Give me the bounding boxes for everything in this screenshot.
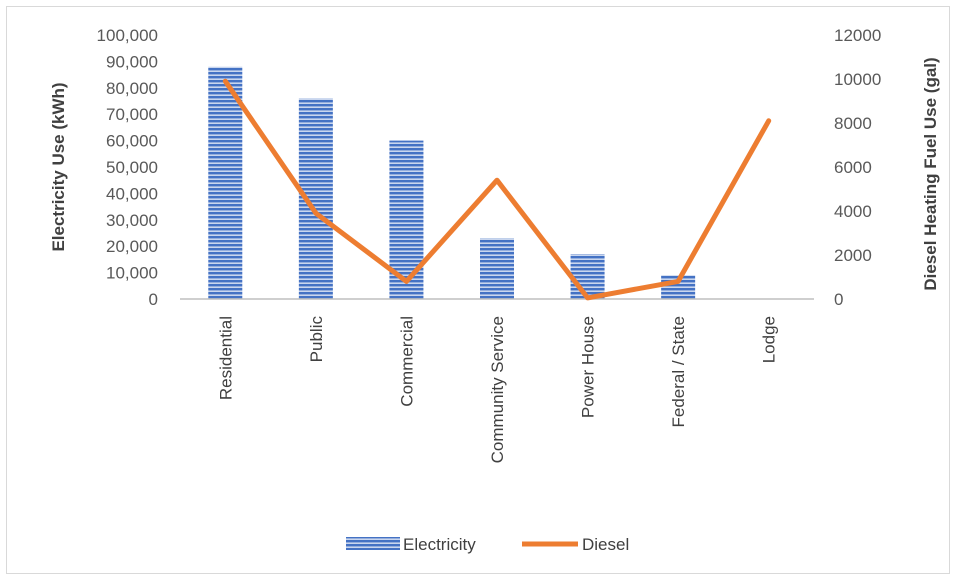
category-label: Federal / State bbox=[669, 316, 688, 428]
left-tick-label: 20,000 bbox=[106, 237, 158, 256]
left-tick-label: 50,000 bbox=[106, 158, 158, 177]
right-tick-label: 4000 bbox=[834, 202, 872, 221]
right-tick-label: 10000 bbox=[834, 70, 881, 89]
legend: Electricity Diesel bbox=[346, 535, 629, 554]
right-tick-label: 2000 bbox=[834, 246, 872, 265]
category-label: Power House bbox=[579, 316, 598, 418]
category-label: Public bbox=[307, 316, 326, 363]
right-axis-ticks: 0 2000 4000 6000 8000 10000 12000 bbox=[834, 26, 881, 309]
electricity-bar bbox=[208, 66, 243, 300]
left-tick-label: 0 bbox=[149, 290, 158, 309]
right-tick-label: 0 bbox=[834, 290, 843, 309]
left-tick-label: 30,000 bbox=[106, 211, 158, 230]
legend-electricity-swatch bbox=[346, 537, 400, 550]
right-axis-title: Diesel Heating Fuel Use (gal) bbox=[921, 57, 940, 290]
left-tick-label: 40,000 bbox=[106, 184, 158, 203]
left-axis-ticks: 0 10,000 20,000 30,000 40,000 50,000 60,000 70,… bbox=[97, 26, 158, 309]
diesel-line bbox=[222, 78, 772, 301]
left-tick-label: 100,000 bbox=[97, 26, 158, 45]
left-tick-label: 60,000 bbox=[106, 132, 158, 151]
left-tick-label: 70,000 bbox=[106, 105, 158, 124]
legend-electricity-label: Electricity bbox=[403, 535, 476, 554]
category-label: Commercial bbox=[397, 316, 416, 407]
category-label: Lodge bbox=[760, 316, 779, 363]
category-label: Community Service bbox=[488, 316, 507, 463]
category-labels: Residential Public Commercial Community Ser… bbox=[216, 316, 778, 464]
legend-diesel-label: Diesel bbox=[582, 535, 629, 554]
electricity-bar bbox=[570, 254, 605, 299]
category-label: Residential bbox=[216, 316, 235, 400]
left-axis-title: Electricity Use (kWh) bbox=[49, 82, 68, 251]
chart-area bbox=[6, 6, 950, 574]
right-tick-label: 6000 bbox=[834, 158, 872, 177]
left-tick-label: 90,000 bbox=[106, 52, 158, 71]
left-tick-label: 10,000 bbox=[106, 264, 158, 283]
left-tick-label: 80,000 bbox=[106, 79, 158, 98]
electricity-bar bbox=[480, 238, 514, 299]
electricity-bars bbox=[208, 66, 696, 300]
right-tick-label: 8000 bbox=[834, 114, 872, 133]
right-tick-label: 12000 bbox=[834, 26, 881, 45]
